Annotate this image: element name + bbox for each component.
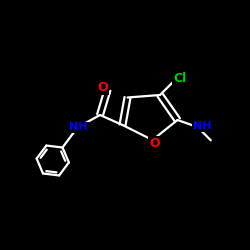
Text: O: O	[98, 81, 108, 94]
Text: NH: NH	[193, 121, 211, 131]
Text: NH: NH	[70, 122, 88, 132]
Text: O: O	[149, 137, 160, 150]
Text: Cl: Cl	[173, 72, 186, 85]
